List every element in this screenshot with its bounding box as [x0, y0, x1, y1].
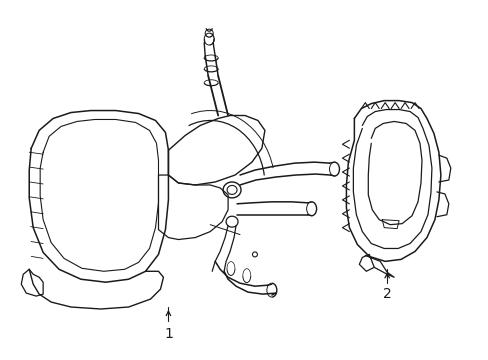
Text: 1: 1: [163, 327, 173, 341]
Text: 2: 2: [382, 287, 391, 301]
